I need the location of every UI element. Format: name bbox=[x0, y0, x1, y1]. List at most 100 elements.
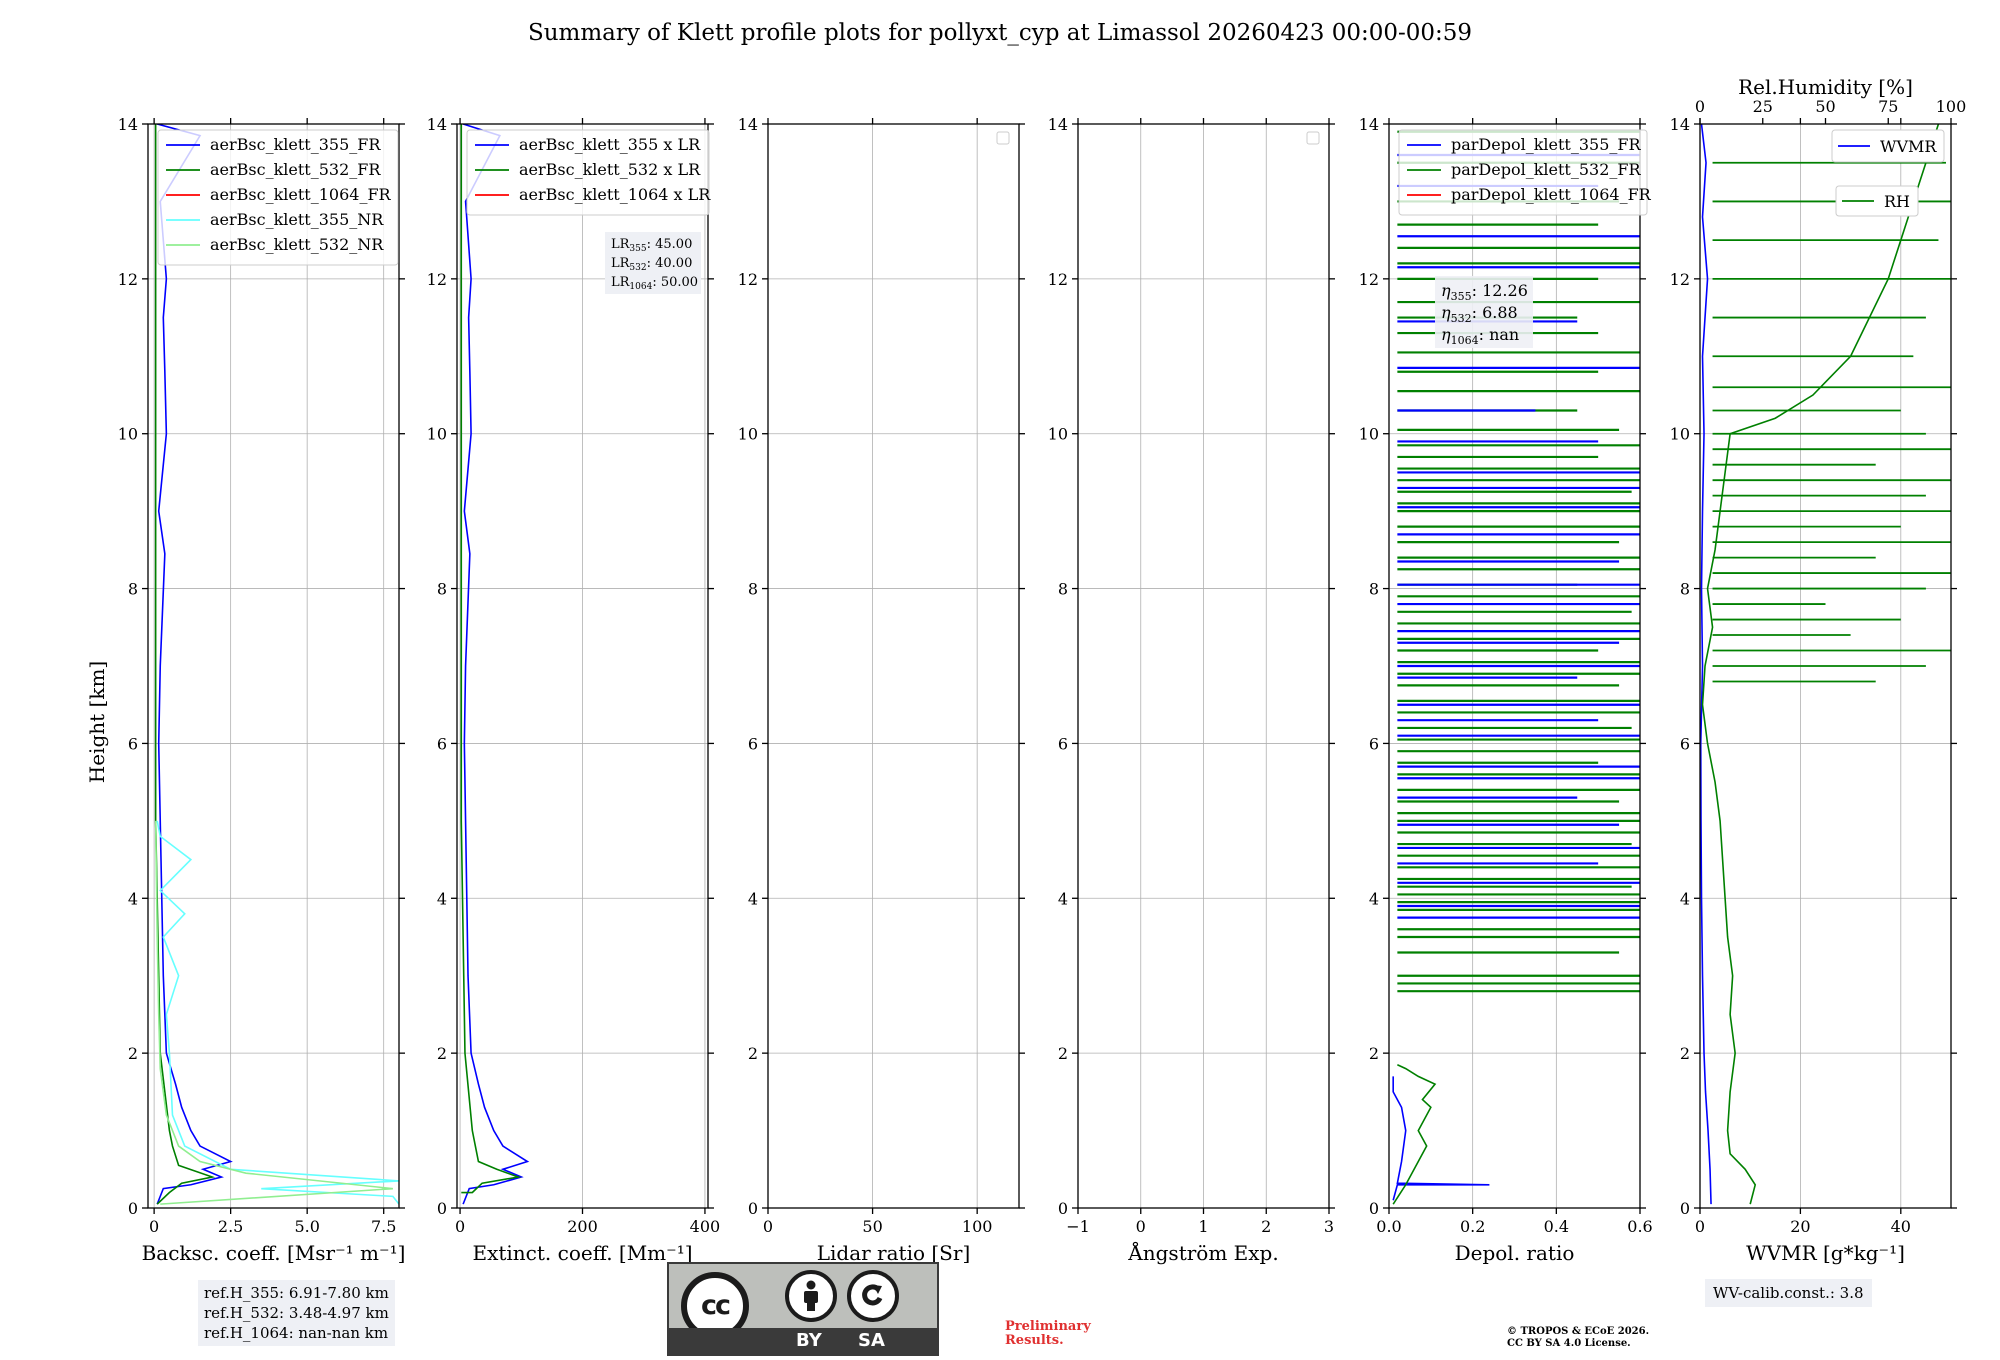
y-tick-label: 2 bbox=[437, 1044, 447, 1063]
legend-label: WVMR bbox=[1880, 137, 1937, 156]
cc-license-logo: cc BY SA bbox=[667, 1262, 939, 1356]
x-axis-label: Lidar ratio [Sr] bbox=[817, 1241, 971, 1265]
x-axis-label: Extinct. coeff. [Mm⁻¹] bbox=[472, 1241, 692, 1265]
legend-label: aerBsc_klett_1064 x LR bbox=[519, 185, 711, 204]
legend-label: aerBsc_klett_532 x LR bbox=[519, 160, 701, 179]
x-tick-label: 0 bbox=[763, 1217, 773, 1236]
wv-calib-box: WV-calib.const.: 3.8 bbox=[1705, 1279, 1872, 1307]
y-tick-label: 8 bbox=[748, 580, 758, 599]
y-tick-label: 12 bbox=[1359, 270, 1379, 289]
y-tick-label: 12 bbox=[427, 270, 447, 289]
copyright-note: © TROPOS & ECoE 2026. CC BY SA 4.0 Licen… bbox=[1507, 1326, 1649, 1350]
x-tick-label: 20 bbox=[1790, 1217, 1810, 1236]
x-axis-label: Depol. ratio bbox=[1455, 1241, 1575, 1265]
legend-label: aerBsc_klett_355 x LR bbox=[519, 135, 701, 154]
empty-legend-box bbox=[1306, 131, 1320, 145]
y-tick-label: 12 bbox=[118, 270, 138, 289]
x-tick-label: 5.0 bbox=[294, 1217, 319, 1236]
top-x-tick-label: 75 bbox=[1878, 97, 1898, 116]
top-x-tick-label: 50 bbox=[1815, 97, 1835, 116]
empty-legend-box bbox=[996, 131, 1010, 145]
x-tick-label: 0.2 bbox=[1460, 1217, 1485, 1236]
x-axis-label: WVMR [g*kg⁻¹] bbox=[1746, 1241, 1905, 1265]
y-tick-label: 4 bbox=[1369, 889, 1379, 908]
series-RH bbox=[1701, 124, 1940, 1205]
reference-height-box: ref.H_355: 6.91-7.80 km ref.H_532: 3.48-… bbox=[198, 1280, 395, 1346]
series-parDepol_klett_355_FR bbox=[1392, 1076, 1490, 1201]
wvmr-legend-box bbox=[1831, 129, 1945, 163]
figure-title: Summary of Klett profile plots for polly… bbox=[527, 20, 1473, 46]
y-tick-label: 2 bbox=[748, 1044, 758, 1063]
axes-frame bbox=[1388, 123, 1641, 1209]
y-tick-label: 2 bbox=[128, 1044, 138, 1063]
axes-frame bbox=[147, 123, 400, 1209]
y-tick-label: 6 bbox=[128, 734, 138, 753]
by-person-icon bbox=[785, 1270, 837, 1322]
series-parDepol_klett_532_FR bbox=[1392, 1064, 1437, 1205]
copyright-line-2: CC BY SA 4.0 License. bbox=[1507, 1338, 1631, 1349]
top-x-tick-label: 100 bbox=[1936, 97, 1967, 116]
y-tick-label: 10 bbox=[738, 425, 758, 444]
y-tick-label: 2 bbox=[1058, 1044, 1068, 1063]
y-tick-label: 12 bbox=[1670, 270, 1690, 289]
x-tick-label: 400 bbox=[690, 1217, 721, 1236]
series-aerBsc_klett_355 x LR bbox=[462, 124, 530, 1205]
top-x-axis-label: Rel.Humidity [%] bbox=[1738, 75, 1913, 99]
legend-label: aerBsc_klett_532_FR bbox=[210, 160, 381, 179]
lidar-ratio-1064: LR1064: 50.00 bbox=[611, 275, 698, 292]
y-tick-label: 10 bbox=[1359, 425, 1379, 444]
y-tick-label: 4 bbox=[1680, 889, 1690, 908]
x-tick-label: 0.6 bbox=[1627, 1217, 1652, 1236]
ref-h-532: ref.H_532: 3.48-4.97 km bbox=[204, 1304, 389, 1322]
top-x-tick-label: 0 bbox=[1695, 97, 1705, 116]
data-group-ext bbox=[460, 124, 530, 1205]
legend-label: aerBsc_klett_355_NR bbox=[210, 210, 384, 229]
legend-label: aerBsc_klett_355_FR bbox=[210, 135, 381, 154]
y-tick-label: 2 bbox=[1369, 1044, 1379, 1063]
x-tick-label: 0.4 bbox=[1544, 1217, 1569, 1236]
preliminary-results-note: Preliminary Results. bbox=[1005, 1319, 1091, 1348]
y-tick-label: 0 bbox=[1058, 1199, 1068, 1218]
y-tick-label: 12 bbox=[738, 270, 758, 289]
x-axis-label: Backsc. coeff. [Msr⁻¹ m⁻¹] bbox=[142, 1241, 406, 1265]
x-tick-label: 2 bbox=[1261, 1217, 1271, 1236]
y-tick-label: 12 bbox=[1048, 270, 1068, 289]
eta-355: η355: 12.26 bbox=[1441, 281, 1528, 303]
x-tick-label: 200 bbox=[567, 1217, 598, 1236]
ref-h-1064: ref.H_1064: nan-nan km bbox=[204, 1324, 389, 1342]
y-tick-label: 8 bbox=[1058, 580, 1068, 599]
x-tick-label: 0 bbox=[1695, 1217, 1705, 1236]
y-tick-label: 0 bbox=[128, 1199, 138, 1218]
legend-label: parDepol_klett_355_FR bbox=[1451, 135, 1642, 154]
series-aerBsc_klett_532_FR bbox=[154, 124, 216, 1205]
x-tick-label: 0 bbox=[455, 1217, 465, 1236]
x-tick-label: −1 bbox=[1066, 1217, 1090, 1236]
copyright-line-1: © TROPOS & ECoE 2026. bbox=[1507, 1326, 1650, 1337]
lidar-ratio-355: LR355: 45.00 bbox=[611, 237, 692, 254]
share-alike-icon bbox=[847, 1270, 899, 1322]
y-tick-label: 0 bbox=[1680, 1199, 1690, 1218]
series-aerBsc_klett_532_NR bbox=[154, 820, 393, 1205]
y-tick-label: 6 bbox=[1058, 734, 1068, 753]
y-tick-label: 8 bbox=[437, 580, 447, 599]
ref-h-355: ref.H_355: 6.91-7.80 km bbox=[204, 1284, 389, 1302]
x-tick-label: 7.5 bbox=[371, 1217, 396, 1236]
y-tick-label: 0 bbox=[437, 1199, 447, 1218]
series-aerBsc_klett_355_FR bbox=[156, 124, 233, 1205]
y-tick-label: 10 bbox=[118, 425, 138, 444]
legend-box bbox=[1398, 129, 1648, 216]
y-tick-label: 4 bbox=[437, 889, 447, 908]
panel-lr: 0 2 4 6 8 10 12 14 0 50 100 Lidar ratio [Sr] bbox=[738, 115, 1025, 1265]
data-group-bsc bbox=[154, 124, 399, 1205]
data-group-wv bbox=[1700, 124, 1951, 1205]
lidar-ratio-box bbox=[605, 232, 701, 294]
y-tick-label: 8 bbox=[1369, 580, 1379, 599]
x-tick-label: 0.0 bbox=[1376, 1217, 1401, 1236]
y-tick-label: 2 bbox=[1680, 1044, 1690, 1063]
x-axis-label: Ångström Exp. bbox=[1127, 1240, 1278, 1265]
y-tick-label: 6 bbox=[1680, 734, 1690, 753]
legend-label: RH bbox=[1884, 192, 1910, 211]
y-tick-label: 6 bbox=[748, 734, 758, 753]
x-tick-label: 0 bbox=[149, 1217, 159, 1236]
